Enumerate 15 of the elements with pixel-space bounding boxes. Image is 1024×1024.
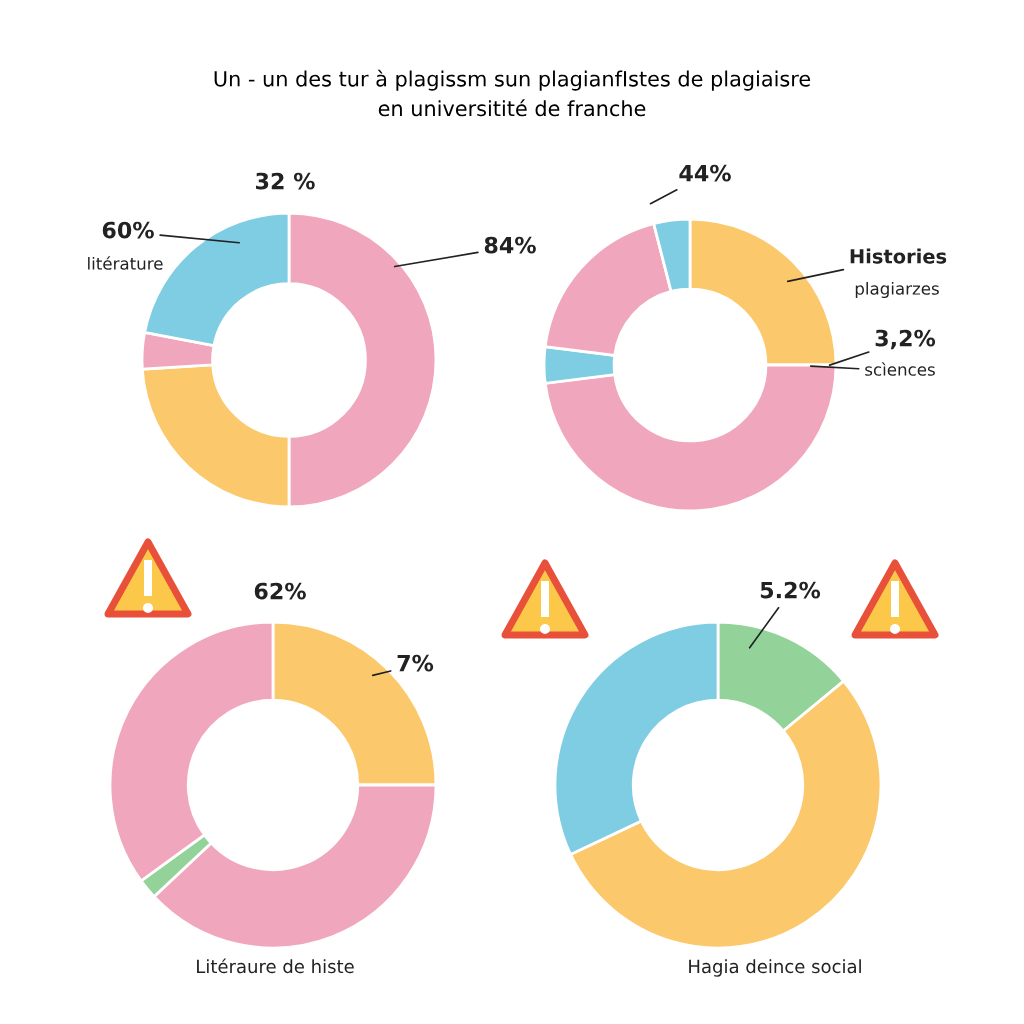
- text: plagiarzes: [855, 281, 939, 299]
- text: Un - un des tur à plagissm sun plagianfIstes de plagiaisre en universitité de franche: [214, 69, 811, 117]
- text: Histories: [850, 248, 947, 264]
- text: litérature: [88, 256, 163, 270]
- text: 7%: [397, 654, 434, 672]
- text: 5.2%: [760, 581, 821, 599]
- text: 44%: [679, 164, 731, 182]
- text: 3,2%: [875, 329, 936, 350]
- text: Hagia deince social: [689, 959, 861, 977]
- text: 84%: [484, 236, 536, 254]
- text: scìences: [865, 362, 935, 376]
- text: 60%: [102, 221, 154, 239]
- text: 62%: [254, 582, 306, 600]
- text: 32 %: [256, 172, 315, 190]
- text: Litéraure de histe: [197, 958, 354, 974]
